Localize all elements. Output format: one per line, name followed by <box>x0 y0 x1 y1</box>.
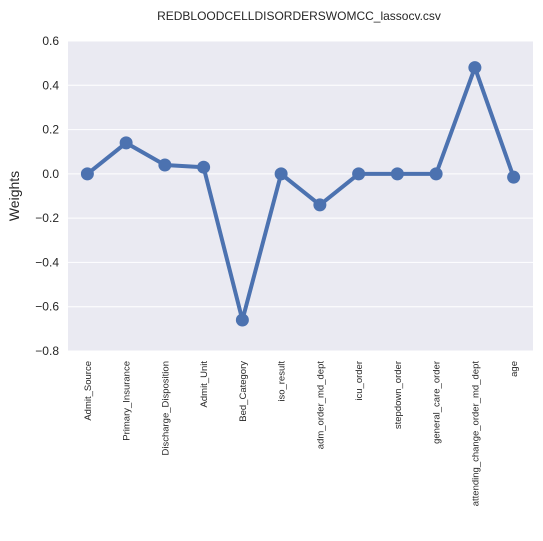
y-tick-label: 0.6 <box>42 34 59 48</box>
x-tick-label: Admit_Source <box>83 361 94 421</box>
y-tick-label: 0.2 <box>42 123 59 137</box>
x-tick-label: adm_order_md_dept <box>315 361 326 450</box>
data-point <box>197 160 211 174</box>
x-tick-label: stepdown_order <box>393 361 404 429</box>
x-tick-label: Primary_Insurance <box>122 361 133 441</box>
data-point <box>313 198 327 212</box>
data-point <box>158 158 172 172</box>
grid-lines <box>68 40 533 352</box>
data-point <box>352 167 366 181</box>
y-tick-label: −0.6 <box>35 300 59 314</box>
y-tick-label: −0.2 <box>35 211 59 225</box>
chart-title: REDBLOODCELLDISORDERSWOMCC_lassocv.csv <box>157 9 441 23</box>
x-tick-label: icu_order <box>354 361 365 401</box>
x-tick-labels: Admit_Source Primary_Insurance Discharge_D… <box>83 361 520 507</box>
y-tick-label: 0.4 <box>42 78 59 92</box>
data-point <box>429 167 443 181</box>
x-tick-label: Bed_Category <box>238 361 249 422</box>
data-point <box>235 313 249 327</box>
x-tick-label: age <box>509 361 520 377</box>
y-tick-label: 0.0 <box>42 167 59 181</box>
data-points <box>80 61 521 327</box>
data-point <box>274 167 288 181</box>
x-tick-label: iso_result <box>277 361 288 402</box>
data-point <box>390 167 404 181</box>
series-line <box>85 65 516 322</box>
x-tick-label: Admit_Unit <box>199 361 210 408</box>
data-point <box>119 136 133 150</box>
data-point <box>468 61 482 75</box>
data-point <box>507 170 521 184</box>
y-tick-label: −0.8 <box>35 344 59 358</box>
y-tick-label: −0.4 <box>35 255 59 269</box>
x-tick-label: general_care_order <box>432 361 443 444</box>
data-point <box>80 167 94 181</box>
x-tick-label: attending_change_order_md_dept <box>470 361 481 507</box>
y-axis-label: Weights <box>6 171 22 221</box>
y-tick-labels: −0.8 −0.6 −0.4 −0.2 0.0 0.2 0.4 0.6 <box>35 34 59 358</box>
x-tick-label: Discharge_Disposition <box>160 361 171 456</box>
plot-area <box>68 41 533 351</box>
